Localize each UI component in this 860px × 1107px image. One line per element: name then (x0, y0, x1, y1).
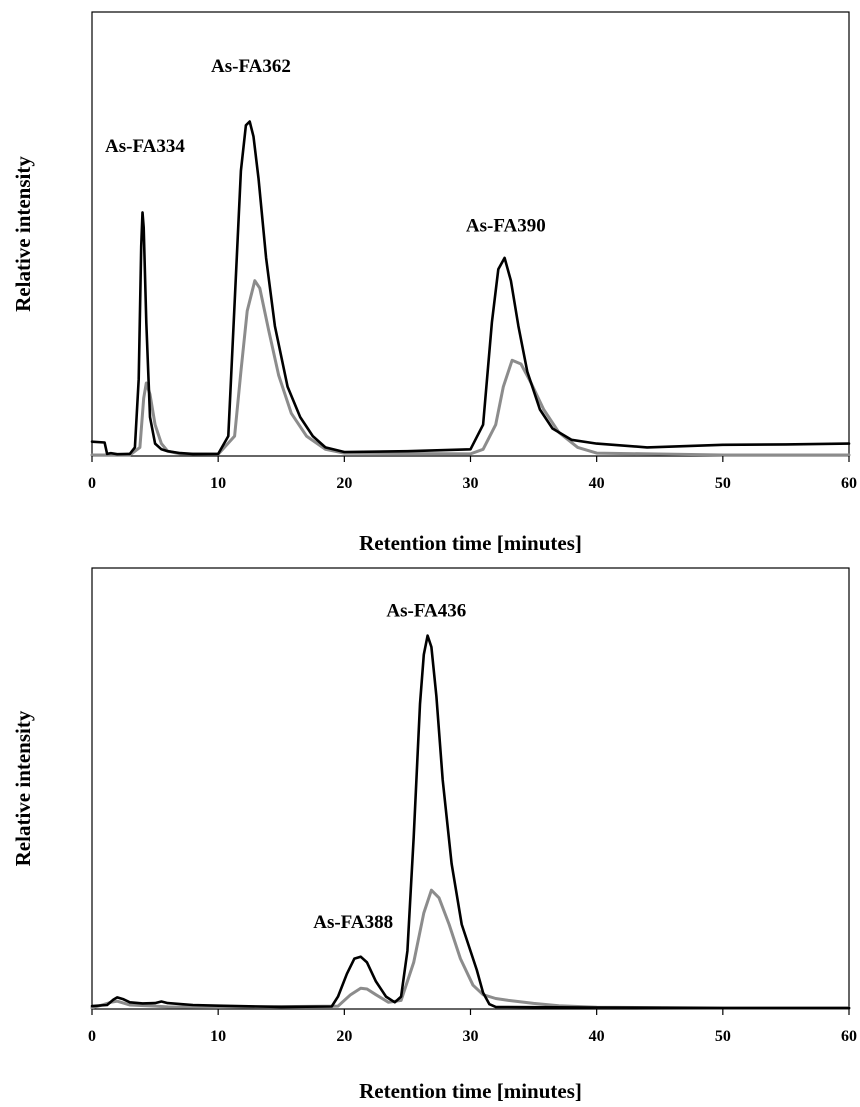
x-axis-title: Retention time [minutes] (359, 1079, 582, 1103)
x-tick-label: 40 (589, 475, 605, 492)
series-line-black (90, 120, 851, 456)
x-tick-label: 20 (336, 1028, 352, 1045)
x-tick-label: 10 (210, 1028, 226, 1045)
peak-label: As-FA334 (105, 136, 185, 157)
x-tick-label: 0 (88, 1028, 96, 1045)
peak-label: As-FA388 (313, 912, 393, 933)
series-line-black (90, 634, 851, 1010)
x-tick-label: 60 (841, 475, 857, 492)
y-axis-title: Relative intensity (11, 710, 35, 866)
x-tick-label: 50 (715, 475, 731, 492)
x-tick-label: 0 (88, 475, 96, 492)
x-tick-label: 50 (715, 1028, 731, 1045)
x-tick-label: 20 (336, 475, 352, 492)
x-tick-label: 10 (210, 475, 226, 492)
peak-label: As-FA390 (466, 215, 546, 236)
x-tick-label: 40 (589, 1028, 605, 1045)
plot-frame-bottom (91, 567, 850, 1010)
series-line-gray (90, 279, 851, 457)
peak-label: As-FA436 (386, 601, 466, 622)
x-tick-label: 30 (463, 475, 479, 492)
chart-bottom: 0 10 20 30 40 50 60 Retention time [minutes] Rel… (11, 567, 857, 1103)
x-tick-label: 60 (841, 1028, 857, 1045)
x-tick-label: 30 (463, 1028, 479, 1045)
x-axis-title: Retention time [minutes] (359, 531, 582, 555)
peak-label: As-FA362 (211, 56, 291, 77)
y-axis-title: Relative intensity (11, 156, 35, 312)
chart-top: 0 10 20 30 40 50 60 Retention time [minutes] Rel… (11, 11, 857, 555)
series-line-gray (90, 888, 851, 1010)
